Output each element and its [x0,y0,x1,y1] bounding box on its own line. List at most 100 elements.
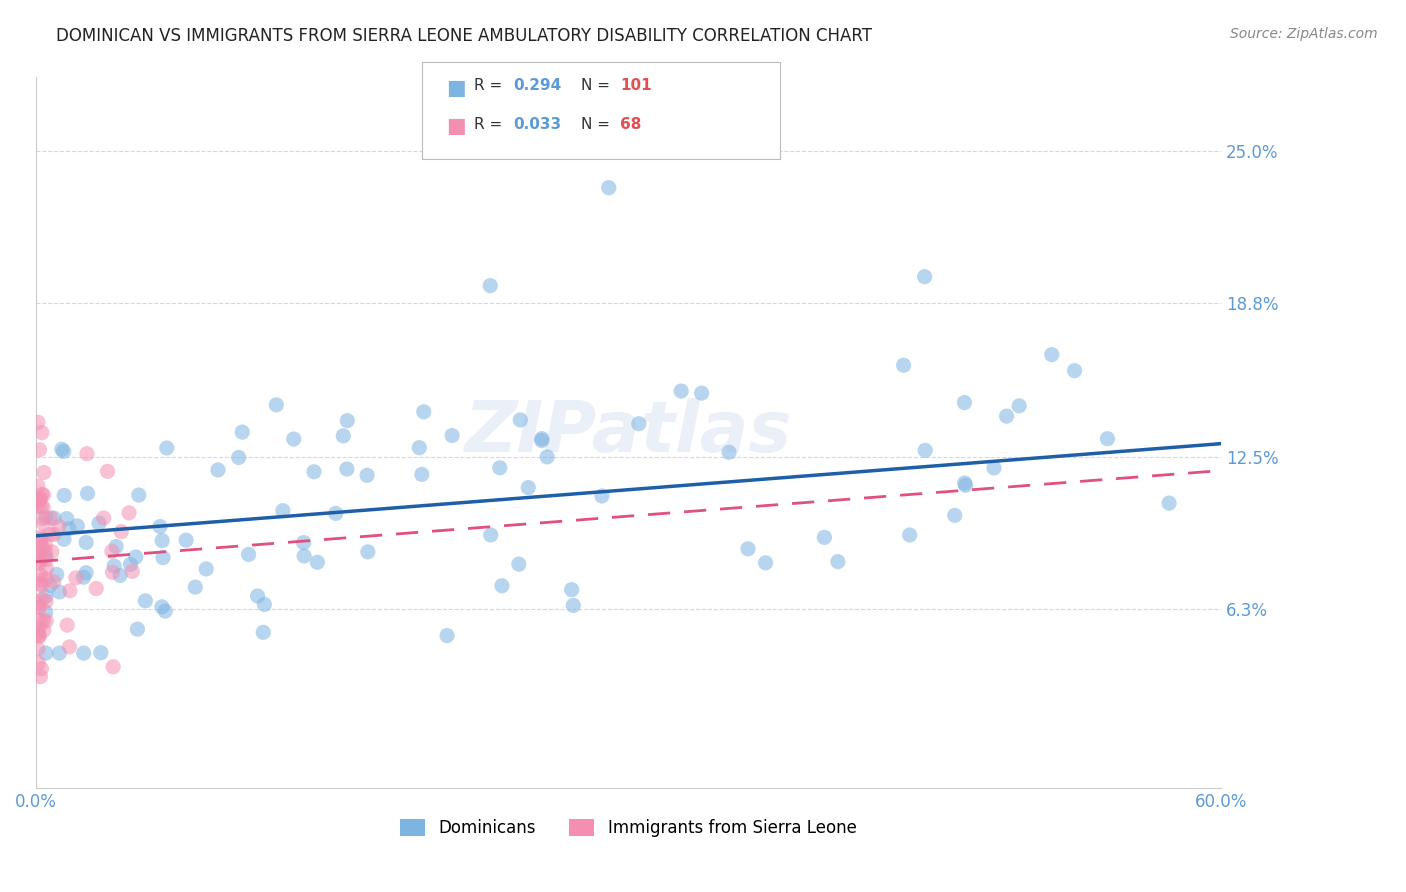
Point [27,627,49,641]
Point [292,535,315,549]
Point [39,511,62,525]
Point [39,578,62,592]
Point [530,434,553,448]
Point [27,479,49,493]
Point [34,538,56,552]
Point [48,519,70,533]
Point [479,528,502,542]
Point [517,481,540,495]
Point [307,555,329,569]
Point [914,443,936,458]
Point [718,445,741,459]
Point [479,278,502,293]
Point [35,590,58,604]
Point [488,460,510,475]
Point [28,492,51,507]
Point [953,395,976,409]
Point [955,478,977,492]
Point [32,614,55,628]
Point [174,533,197,548]
Point [31,487,53,501]
Point [84,582,107,596]
Point [27,656,49,670]
Legend: Dominicans, Immigrants from Sierra Leone: Dominicans, Immigrants from Sierra Leone [394,812,863,844]
Point [42,574,65,589]
Text: DOMINICAN VS IMMIGRANTS FROM SIERRA LEONE AMBULATORY DISABILITY CORRELATION CHAR: DOMINICAN VS IMMIGRANTS FROM SIERRA LEON… [56,27,872,45]
Point [87,516,110,531]
Point [995,409,1018,423]
Point [155,604,177,618]
Point [52,444,75,458]
Point [150,533,173,548]
Point [30,662,52,676]
Point [598,180,620,194]
Point [271,504,294,518]
Point [35,572,58,586]
Text: ■: ■ [446,116,465,136]
Point [35,605,58,619]
Point [28,577,51,591]
Point [52,533,75,547]
Point [737,541,759,556]
Point [1159,496,1181,510]
Point [27,415,49,429]
Point [253,598,276,612]
Point [28,629,51,643]
Point [28,600,51,615]
Point [228,450,250,465]
Point [195,562,218,576]
Point [336,462,359,476]
Point [302,465,325,479]
Point [59,583,82,598]
Text: Source: ZipAtlas.com: Source: ZipAtlas.com [1230,27,1378,41]
Point [231,425,253,439]
Point [90,646,112,660]
Point [35,614,58,628]
Point [491,579,513,593]
Point [325,507,347,521]
Point [508,557,530,571]
Point [32,488,55,502]
Point [134,594,156,608]
Point [412,405,434,419]
Point [125,549,148,564]
Point [32,466,55,480]
Point [30,553,52,567]
Point [128,488,150,502]
Point [149,519,172,533]
Point [31,425,53,440]
Point [27,595,49,609]
Point [45,567,67,582]
Point [41,545,63,559]
Point [669,384,692,398]
Text: 0.294: 0.294 [513,78,561,94]
Point [28,621,51,635]
Point [332,429,354,443]
Text: R =: R = [474,78,508,94]
Point [30,534,52,549]
Point [357,545,380,559]
Point [562,599,585,613]
Point [35,549,58,563]
Point [1008,399,1031,413]
Point [93,511,115,525]
Point [51,442,73,457]
Point [42,527,65,541]
Point [32,624,55,638]
Text: N =: N = [581,78,614,94]
Point [1063,364,1085,378]
Point [27,600,49,615]
Text: R =: R = [474,117,508,132]
Point [34,544,56,558]
Point [32,500,55,515]
Text: N =: N = [581,117,614,132]
Point [103,558,125,573]
Point [110,524,132,539]
Point [30,614,52,628]
Point [591,489,613,503]
Point [58,522,80,536]
Point [408,441,430,455]
Point [121,565,143,579]
Point [76,447,98,461]
Point [31,578,53,592]
